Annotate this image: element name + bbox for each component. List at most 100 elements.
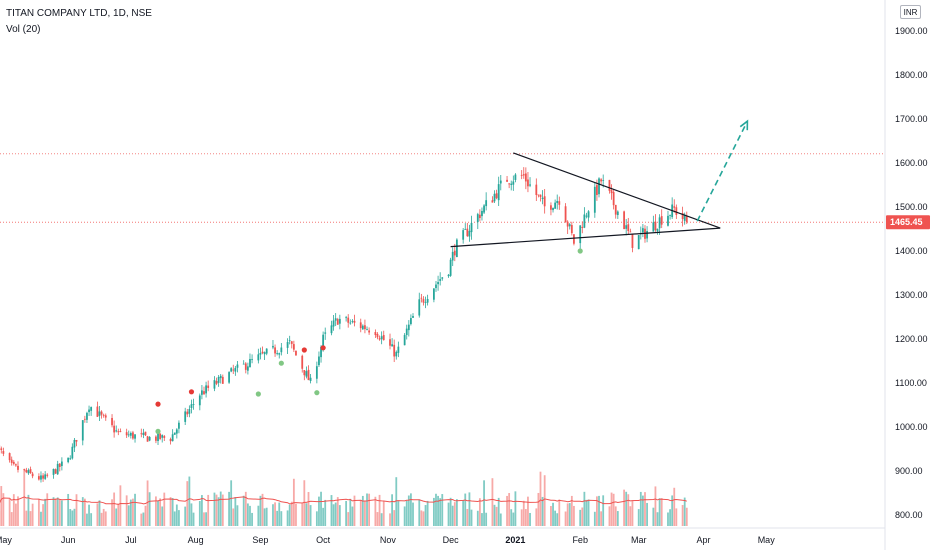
candle-body (261, 351, 264, 354)
volume-bar (524, 509, 527, 526)
green-signal-marker (314, 390, 320, 396)
candle-body (418, 299, 421, 316)
candle-body (529, 184, 531, 186)
volume-bar (234, 497, 237, 526)
volume-bar (453, 502, 456, 526)
candle-body (213, 380, 216, 389)
candle-body (132, 432, 134, 439)
candle-body (318, 356, 320, 366)
red-signal-marker (320, 345, 326, 351)
candle-body (437, 282, 439, 285)
volume-bar (600, 511, 602, 526)
candle-body (600, 179, 602, 182)
volume-bar (393, 510, 396, 526)
candle-body (301, 355, 304, 369)
candle-body (389, 339, 391, 346)
candle-body (441, 277, 444, 279)
volume-bar (468, 492, 471, 526)
candle-body (265, 348, 268, 354)
volume-bar (23, 470, 26, 526)
volume-bar (464, 493, 467, 526)
volume-bar (345, 500, 348, 526)
candle-body (566, 221, 569, 227)
candle-body (146, 436, 149, 442)
candle-body (280, 347, 283, 353)
volume-bar (495, 506, 498, 526)
candle-body (259, 352, 262, 355)
candle-body (215, 381, 218, 384)
candle-body (201, 390, 203, 395)
volume-bar (449, 497, 452, 526)
candle-body (623, 211, 625, 230)
candle-body (31, 473, 34, 477)
volume-bar (129, 499, 132, 526)
candle-body (192, 404, 195, 405)
candle-body (307, 369, 310, 381)
candle-body (234, 367, 237, 372)
volume-bar (278, 502, 281, 526)
candle-body (512, 181, 515, 185)
candle-body (451, 251, 454, 261)
currency-button[interactable]: INR (900, 5, 921, 19)
volume-bar (669, 509, 671, 526)
volume-bar (228, 491, 230, 526)
volume-bar (639, 491, 642, 526)
candle-body (159, 433, 162, 439)
volume-bar (175, 504, 178, 526)
candle-body (514, 174, 517, 180)
candle-body (462, 230, 465, 240)
volume-bar (514, 491, 517, 526)
volume-bar (656, 512, 659, 526)
candle-body (8, 453, 11, 461)
candle-body (568, 224, 571, 227)
volume-bar (146, 480, 149, 526)
candle-body (336, 319, 339, 325)
volume-bar (263, 508, 266, 526)
volume-bar (403, 506, 406, 526)
candle-body (673, 206, 676, 208)
candle-body (579, 225, 582, 244)
volume-bar (2, 493, 5, 526)
candle-body (637, 235, 640, 250)
volume-bar (301, 503, 304, 526)
candle-body (382, 335, 385, 340)
candle-body (347, 317, 350, 323)
candle-body (228, 372, 230, 383)
projection-arrowhead (739, 119, 749, 131)
volume-bar (529, 512, 531, 526)
volume-bar (190, 503, 193, 526)
candle-body (537, 194, 540, 196)
volume-bar (598, 495, 600, 526)
volume-bar (125, 495, 128, 526)
candle-body (669, 215, 671, 216)
volume-bar (520, 509, 523, 526)
volume-bar (67, 493, 70, 526)
volume-bar (389, 513, 391, 526)
candle-body (186, 411, 189, 415)
candle-body (433, 288, 435, 300)
volume-bar (683, 497, 686, 526)
candle-body (587, 211, 590, 218)
volume-bar (583, 491, 586, 526)
volume-bar (433, 497, 435, 526)
candle-body (412, 316, 414, 318)
volume-bar (568, 503, 571, 526)
volume-bar (552, 502, 554, 526)
candle-body (616, 211, 619, 216)
volume-bar (73, 508, 76, 526)
volume-bar (134, 493, 136, 526)
candle-body (119, 431, 122, 432)
candle-body (510, 183, 513, 186)
candle-body (435, 284, 437, 289)
triangle-upper-trendline (513, 152, 721, 229)
volume-bar (466, 508, 469, 526)
volume-bar (510, 509, 513, 526)
volume-bar (29, 511, 32, 526)
volume-bar (249, 505, 251, 526)
volume-bar (681, 505, 684, 526)
volume-bar (232, 508, 235, 526)
x-tick-label: Mar (631, 535, 647, 545)
candle-body (351, 321, 354, 322)
volume-bar (550, 506, 552, 526)
